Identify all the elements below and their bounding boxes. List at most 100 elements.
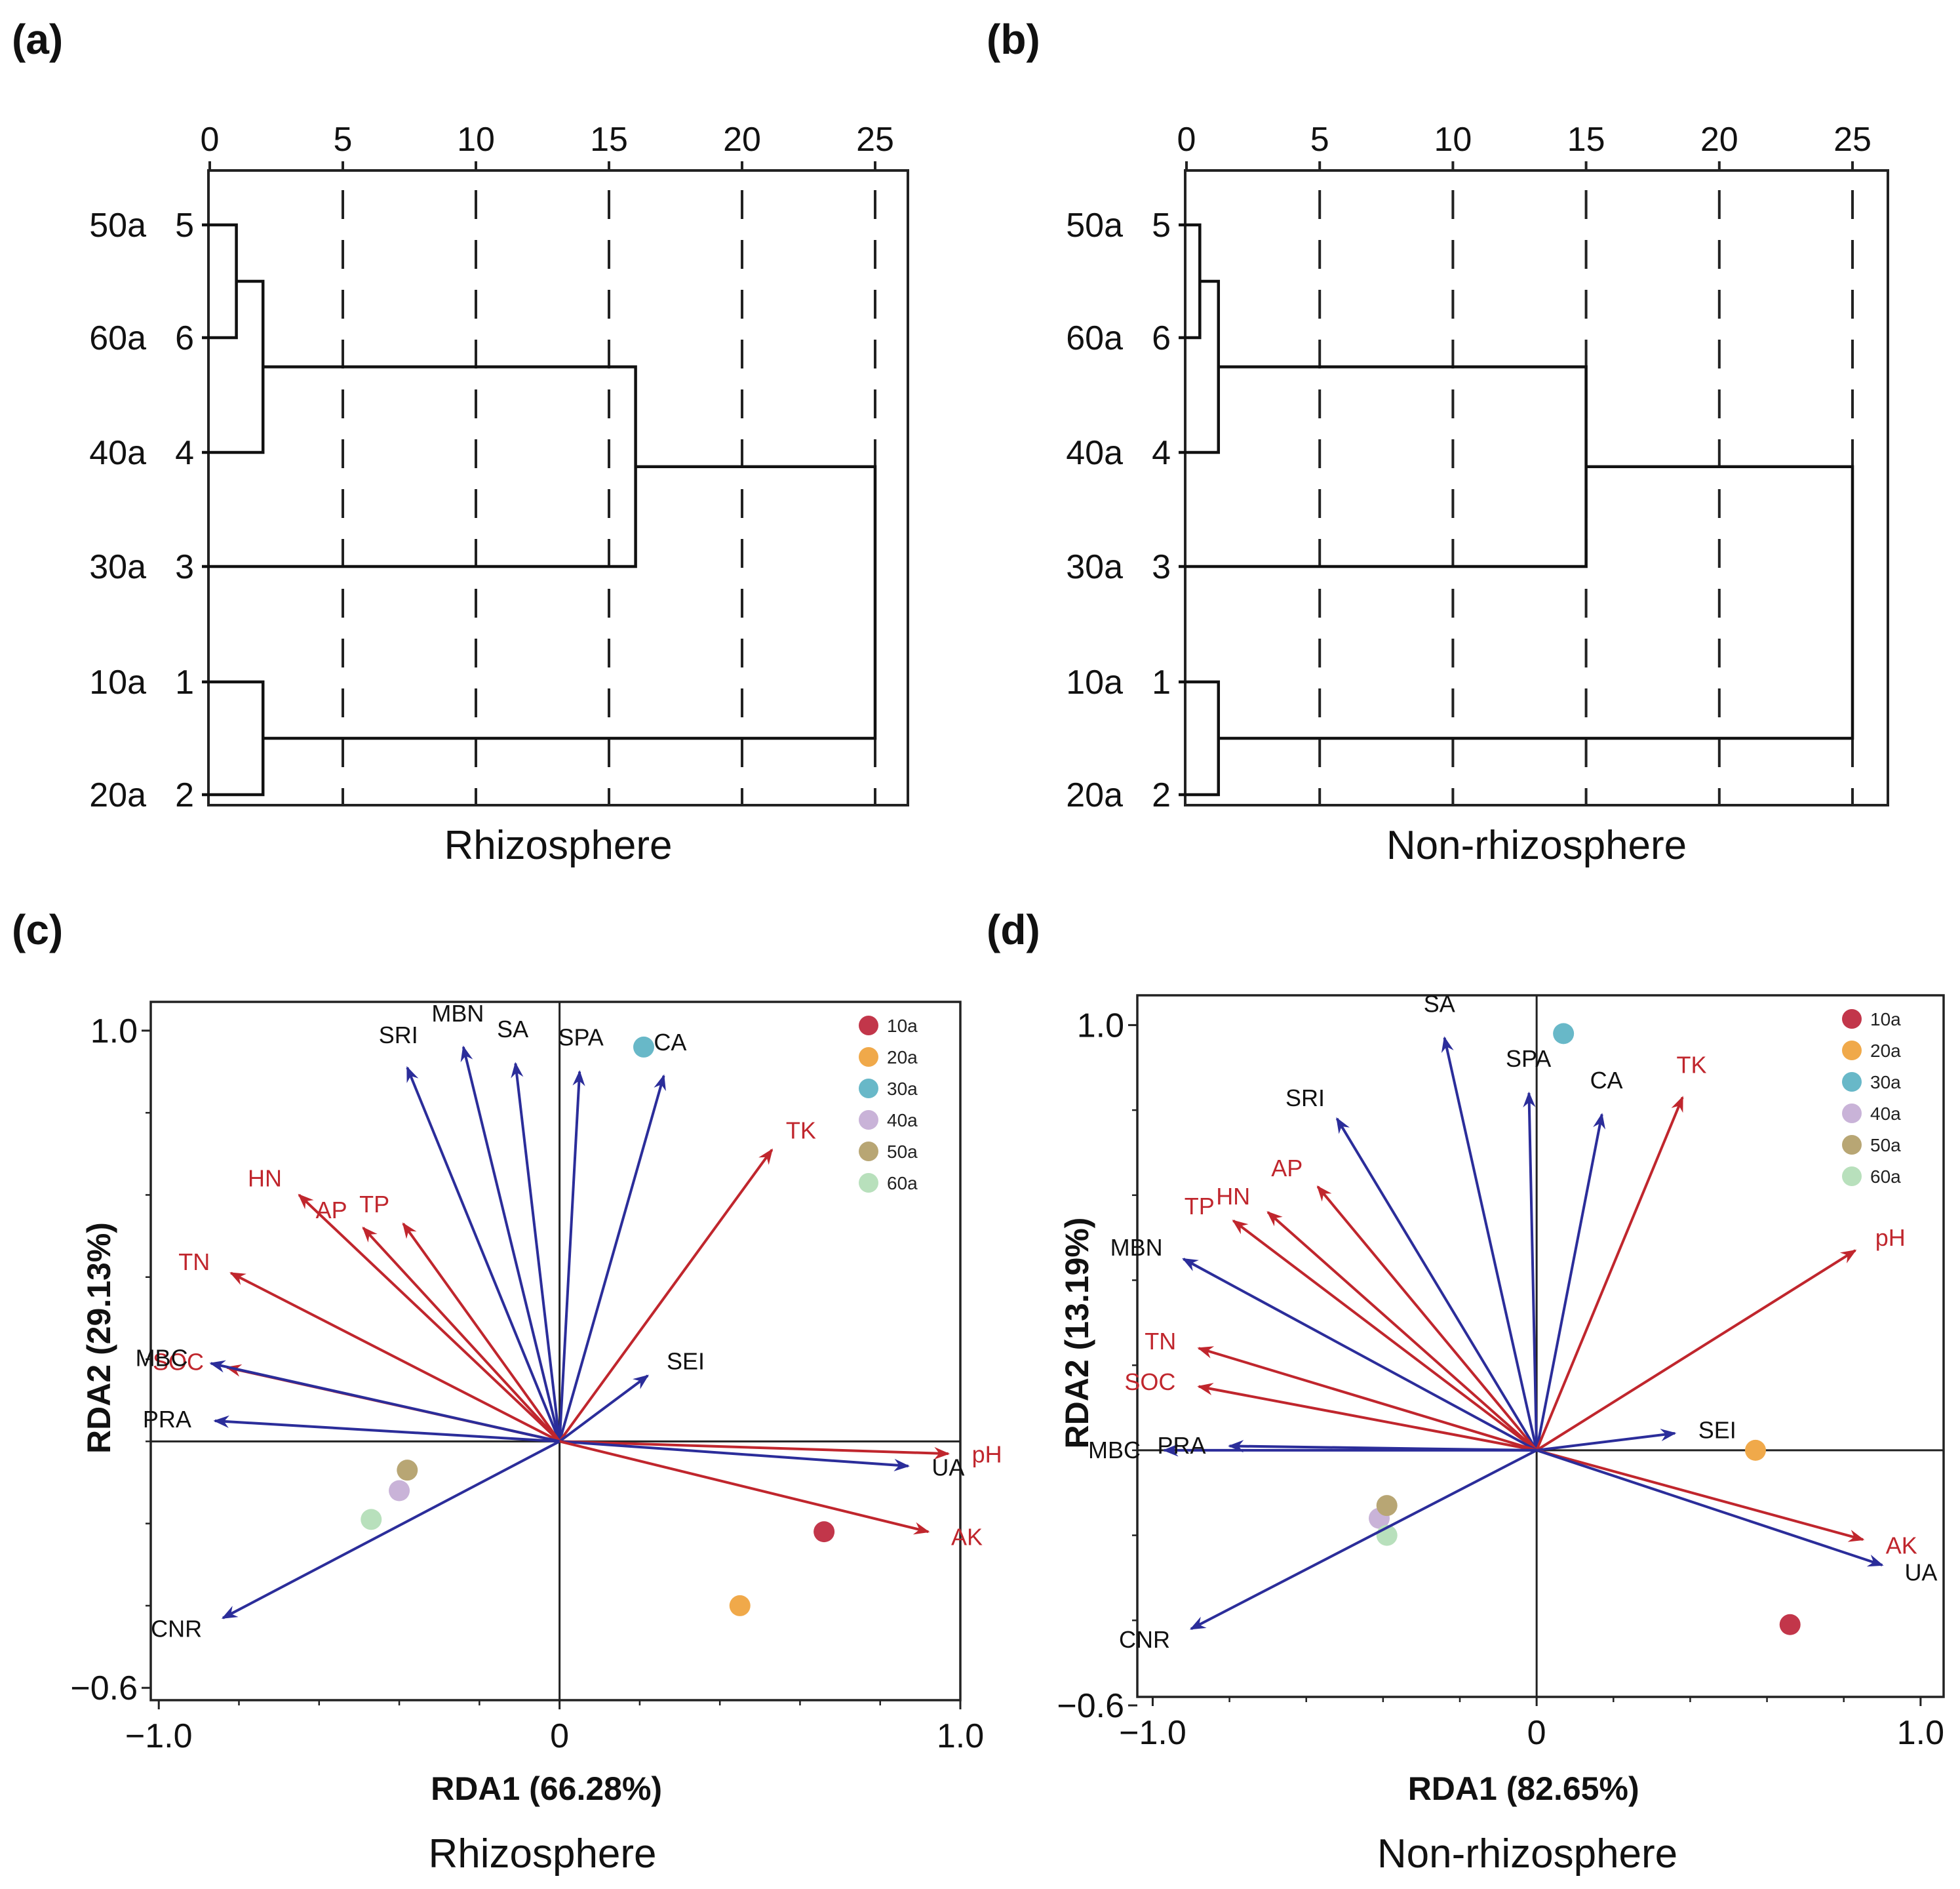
vector-label-ca: CA — [1590, 1067, 1623, 1094]
leaf-id-3: 3 — [175, 548, 194, 586]
vector-spa — [558, 1070, 585, 1442]
dendrogram-link — [202, 365, 637, 568]
vector-ap — [362, 1226, 561, 1442]
y-tick-label: 1.0 — [1077, 1006, 1124, 1044]
vector-hn — [1266, 1211, 1538, 1452]
leaf-id-6: 6 — [1152, 319, 1171, 357]
legend-swatch-60a — [1842, 1166, 1862, 1186]
x-tick-label: 0 — [1527, 1714, 1546, 1752]
x-tick-label: 5 — [334, 121, 353, 159]
leaf-id-5: 5 — [1152, 207, 1171, 245]
legend-label-60a: 60a — [1870, 1166, 1901, 1187]
vector-label-hn: HN — [1216, 1183, 1250, 1210]
legend-swatch-40a — [859, 1110, 878, 1130]
vector-ak — [1536, 1448, 1865, 1542]
vector-label-hn: HN — [248, 1165, 282, 1192]
chart-title: Rhizosphere — [428, 1831, 656, 1877]
vector-label-sei: SEI — [1698, 1417, 1736, 1444]
leaf-id-4: 4 — [175, 434, 194, 472]
vector-label-tn: TN — [178, 1248, 210, 1275]
vector-label-ap: AP — [316, 1197, 347, 1223]
legend-label-10a: 10a — [1870, 1009, 1901, 1029]
vector-label-ak: AK — [951, 1524, 983, 1551]
dendrogram-link — [263, 465, 877, 740]
x-tick-label: 20 — [1700, 121, 1738, 159]
vector-hn — [298, 1193, 560, 1442]
vector-label-sa: SA — [1424, 991, 1455, 1018]
vector-label-mbn: MBN — [431, 1000, 484, 1027]
rda-biplot-rhizosphere: −1.0 0 1.0 1.0 −0.6 SRI MBN SA SPA CA TK HN AP TP TN SO… — [70, 1000, 1002, 1877]
chart-title: Non-rhizosphere — [1377, 1831, 1677, 1877]
vector-label-cnr: CNR — [1119, 1626, 1170, 1653]
point-40a — [389, 1480, 410, 1501]
vector-ua — [559, 1440, 910, 1471]
x-tick-label: 15 — [590, 121, 628, 159]
y-tick-label: −0.6 — [70, 1669, 138, 1707]
point-60a — [361, 1509, 382, 1530]
vector-label-tp: TP — [1185, 1193, 1215, 1220]
vector-tp — [1232, 1220, 1538, 1452]
vector-ph — [1536, 1249, 1857, 1452]
legend-swatch-60a — [859, 1173, 878, 1193]
vector-mbn — [1182, 1258, 1538, 1452]
vector-label-soc: SOC — [1124, 1368, 1175, 1395]
vector-tk — [558, 1148, 774, 1442]
x-axis-title: RDA1 (82.65%) — [1408, 1770, 1639, 1807]
legend-label-10a: 10a — [887, 1016, 918, 1036]
legend-label-20a: 20a — [1870, 1041, 1901, 1061]
legend-label-50a: 50a — [887, 1142, 918, 1162]
legend-swatch-20a — [1842, 1041, 1862, 1060]
x-tick-label: 10 — [1434, 121, 1472, 159]
x-tick-label: 25 — [856, 121, 894, 159]
chart-title: Rhizosphere — [444, 823, 672, 868]
leaf-name-30a: 30a — [1066, 548, 1123, 586]
leaf-name-20a: 20a — [1066, 776, 1123, 814]
legend-label-60a: 60a — [887, 1173, 918, 1193]
x-tick-label: 15 — [1567, 121, 1605, 159]
dendrogram-link — [202, 680, 265, 797]
y-tick-label: 1.0 — [90, 1012, 138, 1050]
legend-label-40a: 40a — [1870, 1104, 1901, 1124]
legend-label-40a: 40a — [887, 1110, 918, 1130]
leaf-id-5: 5 — [175, 207, 194, 245]
legend-swatch-20a — [859, 1047, 878, 1067]
vector-ca — [558, 1074, 666, 1442]
vector-label-tk: TK — [786, 1117, 816, 1143]
vector-pra — [1228, 1440, 1537, 1453]
dendrogram-link — [202, 223, 238, 340]
panel-a-label: (a) — [12, 16, 63, 63]
vector-label-cnr: CNR — [151, 1615, 202, 1642]
y-tick-label: −0.6 — [1057, 1687, 1124, 1725]
leaf-id-1: 1 — [175, 664, 194, 702]
dendrogram-rhizosphere: 0 5 10 15 20 25 50a 5 60a 6 40a 4 30a 3 10a 1 20a 2 Rhizos… — [89, 121, 909, 868]
point-30a — [1553, 1023, 1575, 1044]
x-tick-label: 0 — [1177, 121, 1196, 159]
vector-sri — [1335, 1117, 1538, 1451]
x-tick-label: 1.0 — [1897, 1714, 1944, 1752]
leaf-name-20a: 20a — [89, 776, 146, 814]
legend-swatch-10a — [859, 1016, 878, 1035]
legend-swatch-50a — [859, 1142, 878, 1161]
legend-label-30a: 30a — [1870, 1072, 1901, 1092]
x-tick-label: 0 — [550, 1717, 569, 1755]
x-tick-label: 5 — [1310, 121, 1329, 159]
leaf-name-50a: 50a — [1066, 207, 1123, 245]
legend-label-50a: 50a — [1870, 1135, 1901, 1155]
legend-label-30a: 30a — [887, 1079, 918, 1099]
x-tick-label: 1.0 — [937, 1717, 984, 1755]
point-10a — [1779, 1614, 1801, 1635]
vector-pra — [213, 1415, 560, 1443]
vector-label-ap: AP — [1271, 1155, 1303, 1182]
vector-label-soc: SOC — [153, 1349, 204, 1376]
vector-label-mbn: MBN — [1110, 1234, 1163, 1261]
leaf-name-30a: 30a — [89, 548, 146, 586]
vector-spa — [1523, 1091, 1539, 1450]
vector-label-spa: SPA — [1506, 1045, 1551, 1072]
vector-sei — [1536, 1429, 1677, 1452]
plot-frame — [1136, 994, 1945, 1698]
vector-label-sri: SRI — [1285, 1084, 1325, 1111]
leaf-name-10a: 10a — [1066, 664, 1123, 702]
point-50a — [397, 1460, 418, 1481]
vector-label-mbc: MBC — [1088, 1437, 1141, 1463]
